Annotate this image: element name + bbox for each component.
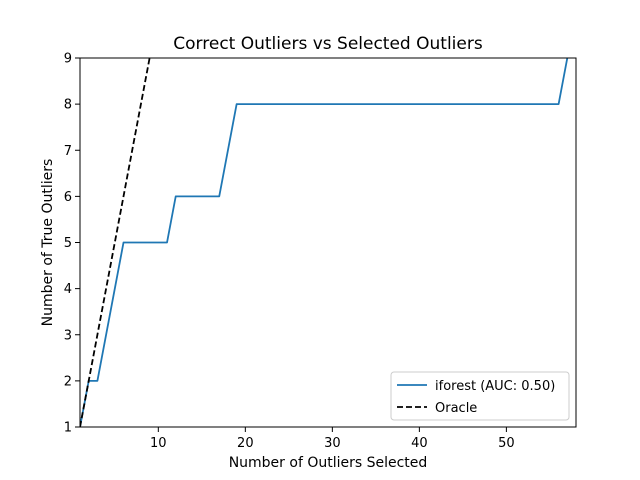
legend: iforest (AUC: 0.50) Oracle <box>390 371 570 421</box>
chart-title: Correct Outliers vs Selected Outliers <box>173 34 483 54</box>
y-tick-label: 7 <box>64 144 72 159</box>
y-tick-label: 9 <box>64 52 72 67</box>
x-tick-label: 50 <box>498 436 515 451</box>
x-axis: 10 20 30 40 50 <box>150 427 515 451</box>
x-tick-label: 40 <box>411 436 428 451</box>
y-tick-label: 2 <box>64 374 72 389</box>
y-axis-label: Number of True Outliers <box>40 159 56 327</box>
legend-label-iforest: iforest (AUC: 0.50) <box>435 379 555 394</box>
series-line-iforest <box>80 58 569 427</box>
legend-box <box>390 371 570 421</box>
x-tick-label: 30 <box>324 436 341 451</box>
series-layer <box>80 58 569 427</box>
y-tick-label: 6 <box>64 190 72 205</box>
legend-label-oracle: Oracle <box>435 401 477 416</box>
y-tick-label: 1 <box>64 421 72 436</box>
x-axis-label: Number of Outliers Selected <box>229 455 428 471</box>
x-tick-label: 20 <box>237 436 254 451</box>
y-tick-label: 3 <box>64 328 72 343</box>
y-tick-label: 8 <box>64 98 72 113</box>
y-axis: 1 2 3 4 5 6 7 8 9 <box>64 52 80 436</box>
x-tick-label: 10 <box>150 436 167 451</box>
y-tick-label: 4 <box>64 282 72 297</box>
y-tick-label: 5 <box>64 236 72 251</box>
